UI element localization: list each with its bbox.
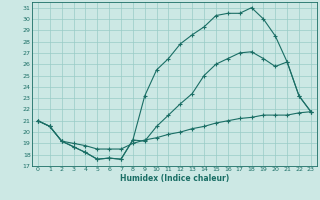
X-axis label: Humidex (Indice chaleur): Humidex (Indice chaleur) bbox=[120, 174, 229, 183]
